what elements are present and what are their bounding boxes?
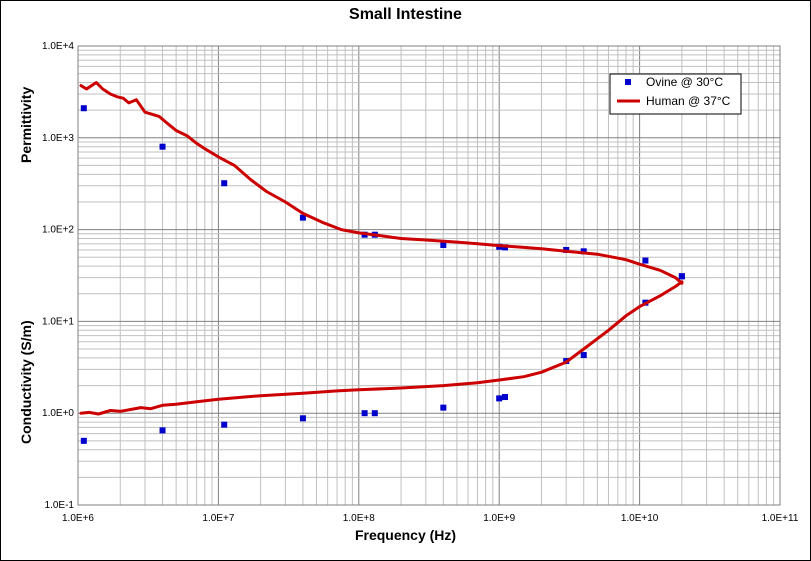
data-point-ovine-conductivity (496, 395, 503, 402)
y-tick-label: 1.0E+4 (42, 41, 74, 52)
x-tick-label: 1.0E+10 (621, 513, 659, 524)
x-tick-label: 1.0E+7 (202, 513, 234, 524)
y-tick-label: 1.0E-1 (45, 500, 75, 511)
x-axis-label: Frequency (Hz) (354, 527, 457, 543)
y-tick-label: 1.0E+1 (42, 316, 74, 327)
grid-lines (77, 46, 780, 506)
x-tick-label: 1.0E+11 (762, 513, 799, 524)
data-point-ovine-conductivity (159, 427, 166, 434)
chart-title: Small Intestine (349, 6, 462, 23)
data-point-ovine-conductivity (440, 404, 447, 411)
data-point-ovine-conductivity (80, 437, 87, 444)
data-point-ovine-conductivity (502, 394, 509, 401)
data-point-ovine-conductivity (299, 415, 306, 422)
data-point-ovine-permittivity (299, 214, 306, 221)
data-point-ovine-permittivity (642, 257, 649, 264)
legend: Ovine @ 30°C Human @ 37°C (609, 73, 742, 115)
series-layer (79, 81, 685, 444)
y-tick-label: 1.0E+3 (42, 133, 74, 144)
data-point-ovine-conductivity (678, 273, 685, 280)
series-line-human-conductivity (79, 280, 684, 416)
data-point-ovine-permittivity (440, 241, 447, 248)
legend-marker-ovine (625, 79, 631, 85)
legend-label-human: Human @ 37°C (646, 94, 731, 108)
y-tick-label: 1.0E+2 (42, 225, 74, 236)
data-point-ovine-permittivity (80, 105, 87, 112)
data-point-ovine-conductivity (361, 410, 368, 417)
tick-labels: 1.0E+6 1.0E+7 1.0E+8 1.0E+9 1.0E+10 1.0E+11 1.… (42, 41, 799, 524)
legend-box (609, 73, 742, 115)
series-line-human-permittivity (79, 81, 684, 285)
x-tick-label: 1.0E+6 (62, 513, 94, 524)
x-tick-label: 1.0E+9 (483, 513, 515, 524)
y-tick-label: 1.0E+0 (42, 408, 74, 419)
data-point-ovine-permittivity (580, 248, 587, 255)
data-point-ovine-conductivity (371, 410, 378, 417)
x-tick-label: 1.0E+8 (343, 513, 375, 524)
plot-area-border (77, 45, 781, 506)
data-point-ovine-permittivity (159, 143, 166, 150)
data-point-ovine-conductivity (221, 421, 228, 428)
data-point-ovine-conductivity (580, 352, 587, 359)
legend-label-ovine: Ovine @ 30°C (646, 75, 723, 89)
data-point-ovine-permittivity (221, 180, 228, 187)
